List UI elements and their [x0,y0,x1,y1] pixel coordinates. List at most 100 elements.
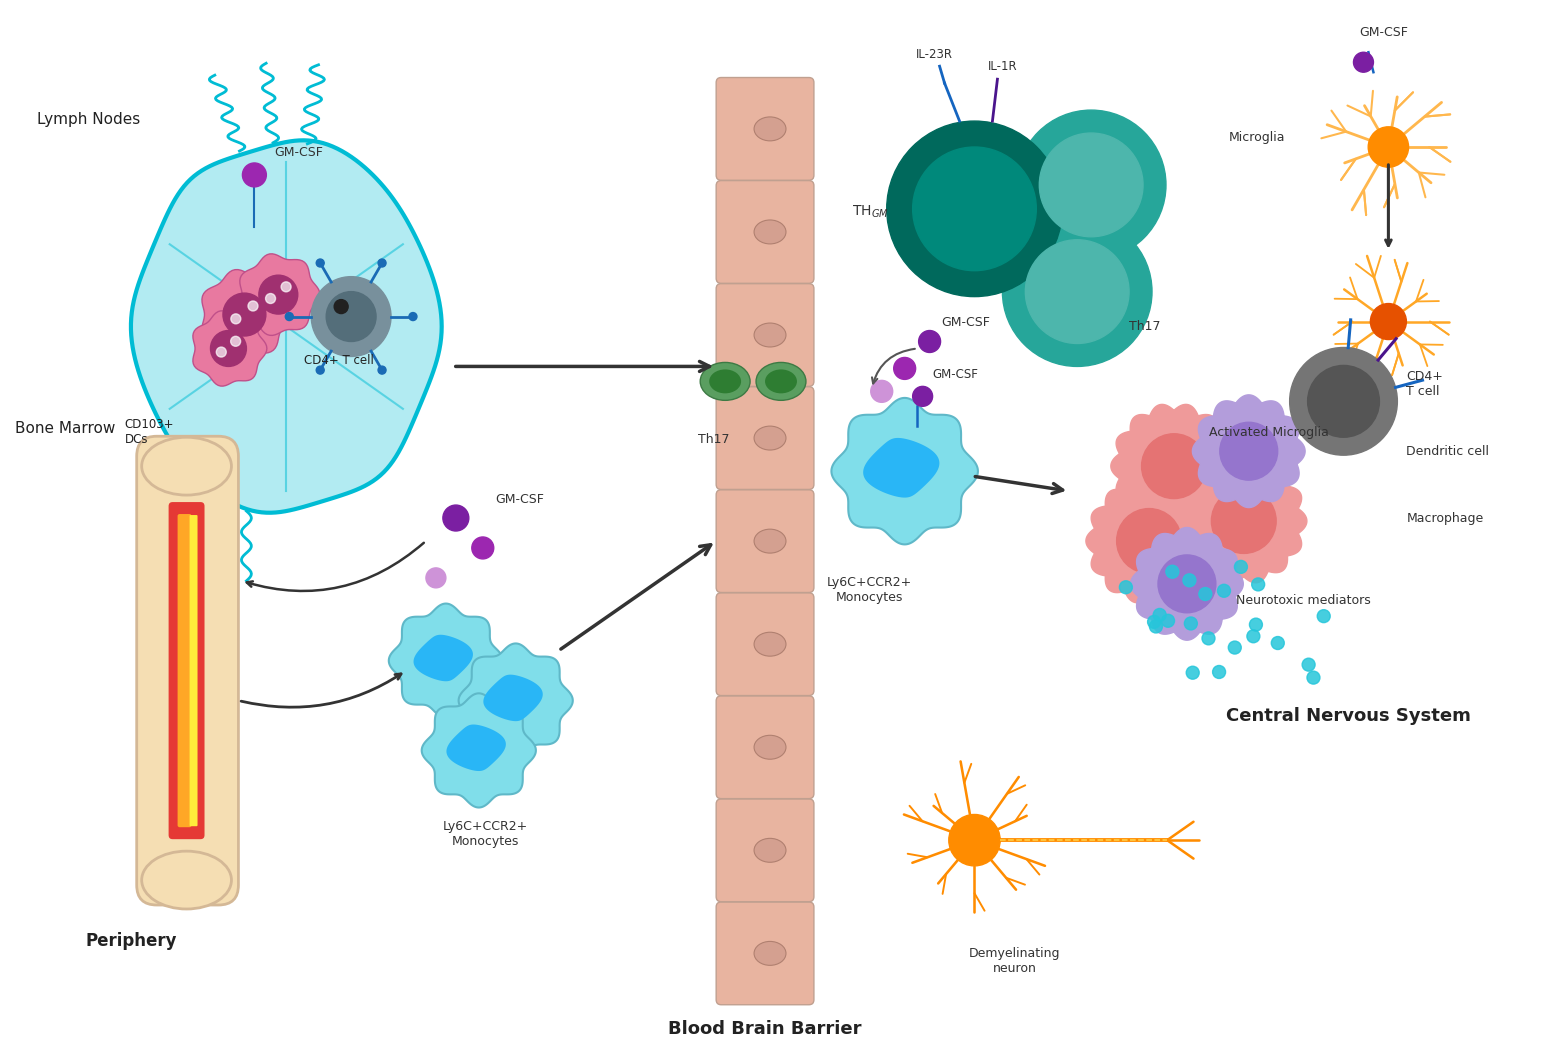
Circle shape [312,277,391,357]
Circle shape [248,301,257,310]
Circle shape [887,121,1062,297]
Circle shape [1154,608,1166,621]
Text: Dendritic cell: Dendritic cell [1406,445,1489,457]
Text: Demyelinating
neuron: Demyelinating neuron [968,947,1060,975]
Circle shape [918,331,940,353]
Polygon shape [458,643,572,757]
Circle shape [1183,573,1196,587]
Polygon shape [864,438,940,497]
Circle shape [379,366,387,374]
Circle shape [379,259,387,267]
Circle shape [231,314,240,324]
Circle shape [1249,618,1263,631]
Circle shape [1141,434,1207,498]
Circle shape [316,366,324,374]
Ellipse shape [755,838,786,863]
Polygon shape [1193,395,1305,508]
Text: Activated Microglia: Activated Microglia [1208,427,1328,439]
FancyBboxPatch shape [716,902,814,1004]
Text: Ly6C+CCR2+
Monocytes: Ly6C+CCR2+ Monocytes [443,821,529,848]
Text: TH$_{GM}$: TH$_{GM}$ [851,204,889,220]
Circle shape [1308,365,1380,437]
Polygon shape [831,398,977,545]
Text: IL-1R: IL-1R [987,60,1016,73]
Circle shape [334,300,348,314]
Circle shape [893,357,915,379]
Polygon shape [131,140,441,513]
Circle shape [1271,637,1285,649]
Text: Blood Brain Barrier: Blood Brain Barrier [669,1020,862,1038]
Polygon shape [193,310,267,386]
FancyBboxPatch shape [716,490,814,592]
Ellipse shape [142,851,231,909]
Text: Macrophage: Macrophage [1406,511,1484,525]
Circle shape [426,568,446,588]
Circle shape [1149,620,1163,633]
Ellipse shape [755,117,786,140]
Polygon shape [388,604,504,718]
Text: Periphery: Periphery [86,932,178,950]
Circle shape [1202,631,1214,645]
FancyBboxPatch shape [716,799,814,902]
FancyBboxPatch shape [716,77,814,181]
Text: Th17: Th17 [1129,320,1160,333]
Circle shape [1166,565,1179,579]
Circle shape [472,538,494,559]
Text: Lymph Nodes: Lymph Nodes [37,112,140,127]
Circle shape [210,331,246,366]
Circle shape [259,276,298,314]
FancyBboxPatch shape [716,696,814,798]
FancyBboxPatch shape [137,436,239,905]
Polygon shape [1087,479,1213,603]
FancyBboxPatch shape [168,502,204,840]
Text: Central Nervous System: Central Nervous System [1225,706,1472,724]
Text: GM-CSF: GM-CSF [496,493,544,506]
Circle shape [1199,587,1211,601]
FancyBboxPatch shape [716,284,814,386]
Circle shape [1040,133,1143,237]
FancyBboxPatch shape [716,592,814,696]
Ellipse shape [755,735,786,759]
Circle shape [1119,581,1132,593]
Polygon shape [1112,404,1238,528]
Circle shape [1228,641,1241,654]
FancyBboxPatch shape [190,515,198,826]
Ellipse shape [755,323,786,347]
Circle shape [1289,347,1397,455]
Circle shape [1252,578,1264,591]
Circle shape [217,347,226,357]
Polygon shape [446,724,505,771]
Circle shape [285,313,293,321]
Circle shape [1002,216,1152,366]
Ellipse shape [709,370,741,393]
Circle shape [326,291,376,341]
Circle shape [1370,303,1406,340]
Circle shape [1247,629,1260,643]
Circle shape [223,294,267,336]
Circle shape [1219,422,1278,480]
Ellipse shape [700,362,750,400]
Ellipse shape [755,220,786,244]
Ellipse shape [142,437,231,495]
Circle shape [443,505,469,531]
Text: GM-CSF: GM-CSF [932,369,979,381]
Circle shape [1235,561,1247,573]
Circle shape [1186,666,1199,679]
Text: CD4+
T cell: CD4+ T cell [1406,371,1444,398]
Text: Ly6C+CCR2+
Monocytes: Ly6C+CCR2+ Monocytes [828,576,912,604]
Ellipse shape [755,633,786,656]
Circle shape [408,313,416,321]
Ellipse shape [756,362,806,400]
Circle shape [1369,127,1409,167]
Polygon shape [422,694,536,808]
FancyBboxPatch shape [178,514,192,827]
Circle shape [912,147,1037,270]
Circle shape [1306,672,1320,684]
Circle shape [1026,240,1129,343]
Ellipse shape [755,529,786,553]
Polygon shape [240,253,320,336]
Text: CD103+
DCs: CD103+ DCs [125,418,175,447]
Circle shape [1161,615,1174,627]
Polygon shape [1130,528,1243,640]
Circle shape [1185,617,1197,630]
